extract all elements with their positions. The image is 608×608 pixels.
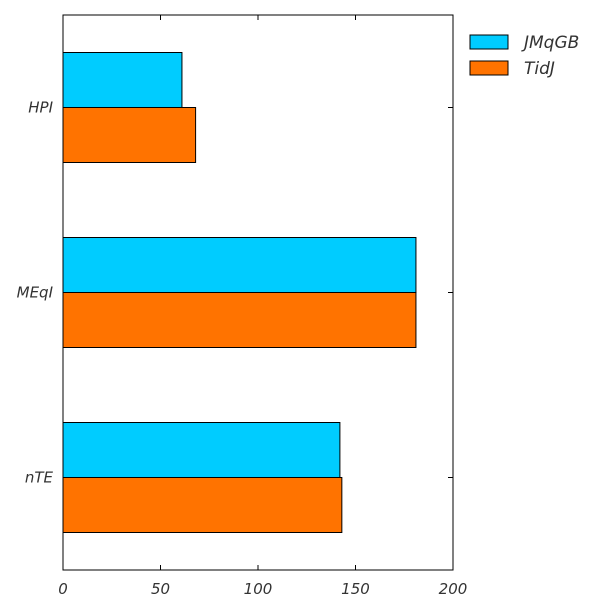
x-tick-label: 50 bbox=[151, 580, 170, 598]
legend-label-JMqGB: JMqGB bbox=[521, 33, 579, 53]
legend: JMqGB TidJ bbox=[469, 33, 579, 79]
x-tick-label: 150 bbox=[341, 580, 370, 598]
x-tick-label: 100 bbox=[244, 580, 273, 598]
y-tick-label: MEqI bbox=[17, 284, 54, 302]
y-tick-label: HPI bbox=[28, 99, 53, 117]
legend-swatch-TidJ bbox=[469, 60, 509, 76]
legend-swatch-JMqGB bbox=[469, 34, 509, 50]
y-axis: HPI MEqI nTE bbox=[17, 99, 453, 487]
bars-group bbox=[62, 52, 417, 533]
legend-label-TidJ: TidJ bbox=[524, 59, 555, 79]
y-tick-label: nTE bbox=[25, 469, 54, 487]
x-axis: 0 50 100 150 200 bbox=[58, 15, 467, 598]
bar-JMqGB-HPI bbox=[62, 52, 183, 108]
x-tick-label: 200 bbox=[439, 580, 468, 598]
x-tick-label: 0 bbox=[58, 580, 68, 598]
bar-TidJ-MEqI bbox=[62, 292, 417, 348]
bar-TidJ-HPI bbox=[62, 107, 197, 163]
bar-TidJ-nTE bbox=[62, 477, 343, 533]
bar-JMqGB-MEqI bbox=[62, 237, 417, 293]
bar-JMqGB-nTE bbox=[62, 422, 341, 478]
